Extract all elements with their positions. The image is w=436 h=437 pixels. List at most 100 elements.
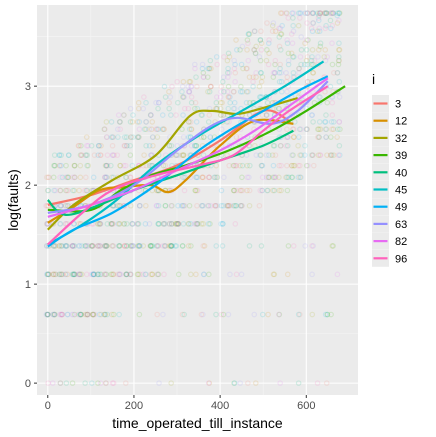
data-point [155,99,162,106]
data-point [56,271,63,278]
data-point [181,94,187,100]
data-point [121,221,128,227]
data-point [91,311,98,318]
data-point [310,119,316,125]
data-point [311,57,318,64]
data-point [194,174,201,181]
data-point [83,243,90,249]
data-point [218,311,225,318]
data-point [120,162,127,169]
data-point [69,271,76,278]
data-point [103,174,110,181]
legend-title: i [372,71,375,87]
data-point [137,243,143,249]
data-point [83,174,89,181]
data-point [103,119,110,125]
data-point [213,99,220,106]
data-point [180,94,186,100]
data-point [284,134,291,140]
data-point [285,15,292,21]
data-point [309,311,316,318]
data-point [71,271,77,278]
data-point [56,162,63,169]
data-point [322,119,329,125]
data-point [270,74,277,80]
data-point [77,311,84,318]
data-point [136,202,143,209]
data-point [75,311,82,318]
data-point [289,40,296,47]
data-point [324,152,330,158]
data-point [115,271,121,278]
data-point [57,187,63,194]
data-point [200,174,206,181]
data-point [279,22,285,29]
data-point [257,70,264,76]
data-point [97,380,104,386]
data-point [258,28,264,35]
data-point [205,88,211,95]
data-point [224,88,231,95]
data-point [304,78,311,85]
data-point [336,47,342,53]
data-point [102,311,108,318]
data-point [97,221,103,227]
data-point [224,202,231,209]
data-point [104,162,111,169]
data-point [296,134,302,140]
data-point [173,152,179,158]
data-point [59,271,66,278]
data-point [172,221,179,227]
data-point [245,88,251,95]
data-point [84,311,90,318]
data-point [77,162,84,169]
data-point [51,162,58,169]
data-point [256,83,263,90]
data-point [206,65,213,72]
data-point [200,311,206,318]
data-point [194,221,200,227]
data-point [175,221,181,227]
data-point [123,271,130,278]
data-point [213,174,220,181]
data-point [324,99,331,106]
data-point [90,311,97,318]
data-point [103,380,109,386]
data-point [298,174,304,181]
data-point [77,311,83,318]
data-point [252,50,259,57]
data-point [233,202,239,209]
data-point [110,243,117,249]
data-point [193,142,200,149]
data-point [335,61,342,68]
data-point [291,134,297,140]
series-line-49 [47,75,329,248]
data-point [330,10,336,16]
data-point [116,243,123,249]
data-point [258,40,265,47]
data-point [272,28,279,35]
data-point [110,243,116,249]
data-point [185,243,192,249]
data-point [166,142,173,149]
data-point [168,243,174,249]
data-point [314,28,321,35]
data-point [201,134,207,140]
data-point [95,243,101,249]
data-point [231,202,238,209]
legend-label: 3 [395,99,401,111]
data-point [218,187,225,194]
data-point [200,74,207,80]
data-point [219,221,226,227]
data-point [85,311,91,318]
data-point [65,187,71,194]
data-point [143,202,149,209]
data-point [137,271,143,278]
data-point [278,70,284,76]
data-point [206,112,213,118]
data-point [206,65,213,72]
data-point [77,271,83,278]
data-point [50,311,57,318]
data-point [179,88,185,95]
data-point [271,142,278,149]
